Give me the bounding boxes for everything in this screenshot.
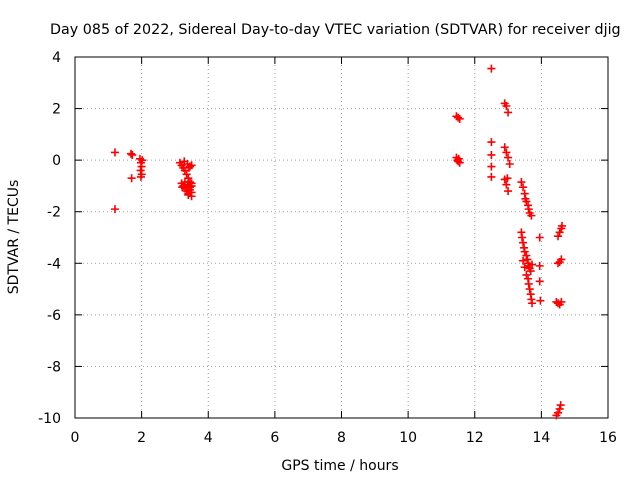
x-tick-label: 2 bbox=[137, 430, 146, 446]
data-point bbox=[558, 221, 567, 230]
data-point bbox=[535, 277, 544, 286]
data-point bbox=[555, 228, 564, 237]
data-point bbox=[524, 205, 533, 214]
y-tick-label: -10 bbox=[38, 411, 61, 427]
y-tick-label: -2 bbox=[47, 205, 61, 221]
data-point bbox=[487, 162, 496, 171]
x-tick-label: 16 bbox=[599, 430, 617, 446]
data-point bbox=[535, 233, 544, 242]
x-tick-label: 4 bbox=[204, 430, 213, 446]
data-point bbox=[522, 270, 531, 279]
data-point bbox=[535, 261, 544, 270]
x-tick-label: 6 bbox=[270, 430, 279, 446]
data-point bbox=[500, 143, 509, 152]
data-point bbox=[504, 153, 513, 162]
data-point bbox=[136, 172, 145, 181]
data-point bbox=[187, 192, 196, 201]
data-point bbox=[517, 178, 526, 187]
y-tick-label: -6 bbox=[47, 308, 61, 324]
data-point bbox=[183, 160, 192, 169]
data-point bbox=[455, 114, 464, 123]
data-point bbox=[502, 101, 511, 110]
chart-title: Day 085 of 2022, Sidereal Day-to-day VTE… bbox=[50, 22, 621, 38]
data-point bbox=[487, 138, 496, 147]
data-point bbox=[184, 163, 193, 172]
data-point bbox=[505, 160, 514, 169]
data-point bbox=[520, 247, 529, 256]
data-point bbox=[126, 149, 135, 158]
data-point bbox=[557, 255, 566, 264]
data-point bbox=[527, 211, 536, 220]
data-point bbox=[454, 154, 463, 163]
data-point bbox=[487, 172, 496, 181]
axis-ticks: 0 2 4 6 8 10 12 14 16 -10 -8 -6 -4 -2 0 2 4 bbox=[38, 50, 617, 446]
data-point bbox=[519, 256, 528, 265]
data-point bbox=[182, 170, 191, 179]
data-point bbox=[555, 404, 564, 413]
data-point bbox=[536, 296, 545, 305]
data-point bbox=[520, 263, 529, 272]
data-point bbox=[522, 197, 531, 206]
data-point bbox=[554, 232, 563, 241]
y-tick-label: 4 bbox=[52, 50, 61, 66]
x-tick-label: 12 bbox=[466, 430, 484, 446]
x-tick-label: 0 bbox=[71, 430, 80, 446]
y-axis-label: SDTVAR / TECUs bbox=[6, 180, 22, 295]
data-point bbox=[556, 401, 565, 410]
y-tick-label: -4 bbox=[47, 256, 61, 272]
grid-lines bbox=[75, 57, 608, 418]
y-tick-label: -8 bbox=[47, 359, 61, 375]
data-point bbox=[138, 156, 147, 165]
data-point bbox=[110, 148, 119, 157]
data-point bbox=[502, 148, 511, 157]
data-point bbox=[487, 64, 496, 73]
data-point bbox=[503, 174, 512, 183]
data-point bbox=[454, 113, 463, 122]
data-point bbox=[187, 179, 196, 188]
data-point bbox=[524, 279, 533, 288]
data-point bbox=[127, 174, 136, 183]
data-point bbox=[528, 299, 537, 308]
data-point bbox=[526, 267, 535, 276]
y-tick-label: 0 bbox=[52, 153, 61, 169]
data-point bbox=[557, 297, 566, 306]
data-point bbox=[128, 150, 137, 159]
data-point bbox=[528, 260, 537, 269]
data-point bbox=[554, 408, 563, 417]
x-tick-label: 14 bbox=[532, 430, 550, 446]
data-points bbox=[110, 64, 567, 420]
data-point bbox=[504, 187, 513, 196]
data-point bbox=[185, 183, 194, 192]
data-point bbox=[504, 108, 513, 117]
data-point bbox=[502, 180, 511, 189]
data-point bbox=[110, 205, 119, 214]
data-point bbox=[487, 150, 496, 159]
data-point bbox=[455, 158, 464, 167]
data-point bbox=[178, 183, 187, 192]
data-point bbox=[519, 183, 528, 192]
y-tick-label: 2 bbox=[52, 102, 61, 118]
x-tick-label: 10 bbox=[399, 430, 417, 446]
data-point bbox=[525, 285, 534, 294]
data-point bbox=[518, 233, 527, 242]
x-tick-label: 8 bbox=[337, 430, 346, 446]
data-point bbox=[519, 238, 528, 247]
data-point bbox=[522, 251, 531, 260]
x-axis-label: GPS time / hours bbox=[281, 458, 398, 474]
